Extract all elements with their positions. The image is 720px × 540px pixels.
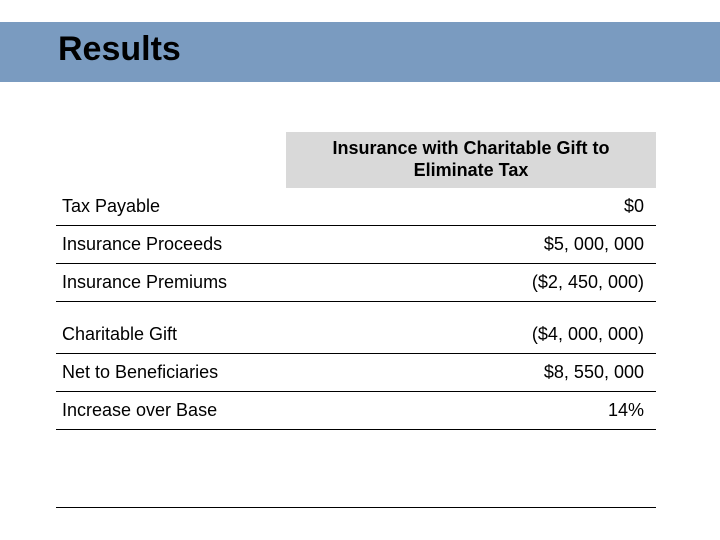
row-value: ($2, 450, 000): [286, 272, 656, 293]
table-column-header: Insurance with Charitable Gift to Elimin…: [286, 132, 656, 188]
row-value: $8, 550, 000: [286, 362, 656, 383]
row-value: 14%: [286, 400, 656, 421]
row-label: Increase over Base: [56, 400, 286, 421]
table-row: Insurance Proceeds $5, 000, 000: [56, 226, 656, 264]
table-row: Tax Payable $0: [56, 188, 656, 226]
table-row: Insurance Premiums ($2, 450, 000): [56, 264, 656, 302]
slide: Results Insurance with Charitable Gift t…: [0, 0, 720, 540]
table-row: Increase over Base 14%: [56, 392, 656, 430]
row-label: Tax Payable: [56, 196, 286, 217]
table-row: Net to Beneficiaries $8, 550, 000: [56, 354, 656, 392]
row-value: $0: [286, 196, 656, 217]
table-header-row: Insurance with Charitable Gift to Elimin…: [56, 132, 656, 188]
row-label: Charitable Gift: [56, 324, 286, 345]
row-label: Insurance Proceeds: [56, 234, 286, 255]
page-title: Results: [58, 30, 181, 69]
footer-divider: [56, 507, 656, 508]
row-label: Insurance Premiums: [56, 272, 286, 293]
table-header-spacer: [56, 132, 286, 188]
row-value: $5, 000, 000: [286, 234, 656, 255]
row-value: ($4, 000, 000): [286, 324, 656, 345]
row-label: Net to Beneficiaries: [56, 362, 286, 383]
results-table: Insurance with Charitable Gift to Elimin…: [56, 132, 656, 430]
table-row: Charitable Gift ($4, 000, 000): [56, 316, 656, 354]
